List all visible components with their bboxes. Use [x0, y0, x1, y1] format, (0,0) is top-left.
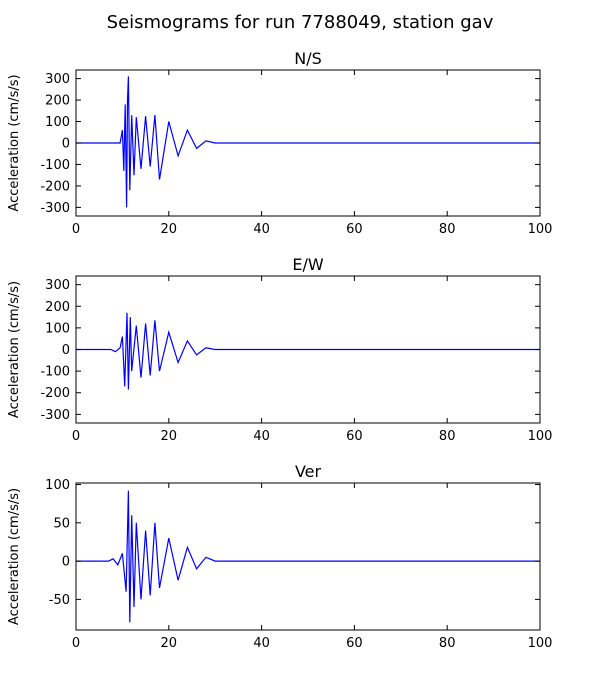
x-tick-label: 60 [346, 222, 363, 237]
x-tick-label: 20 [161, 636, 178, 651]
y-tick-label: 0 [62, 343, 70, 358]
x-tick-label: 80 [439, 222, 456, 237]
axis-title-ns: N/S [294, 49, 322, 68]
x-tick-label: 40 [253, 429, 270, 444]
y-tick-label: 100 [45, 115, 70, 130]
subplot-ns: N/S Acceleration (cm/s/s) 0 20 40 60 80 100 -300… [7, 49, 552, 237]
y-tick-label: 300 [45, 278, 70, 293]
y-axis-label-ew: Acceleration (cm/s/s) [7, 281, 22, 418]
y-tick-label: 0 [62, 555, 70, 570]
x-tick-label: 0 [72, 636, 80, 651]
axes-frame-ew [75, 275, 541, 424]
x-tick-label: 20 [161, 429, 178, 444]
y-tick-label: -50 [49, 593, 70, 608]
axis-title-ew: E/W [292, 255, 324, 274]
subplot-ver: Ver Acceleration (cm/s/s) 0 20 40 60 80 100 -50 0… [7, 462, 552, 651]
y-tick-label: -100 [40, 365, 70, 380]
x-tick-label: 80 [439, 429, 456, 444]
x-tick-label: 0 [72, 429, 80, 444]
y-tick-label: -100 [40, 158, 70, 173]
axes-frame-ver [75, 482, 541, 631]
x-tick-label: 0 [72, 222, 80, 237]
x-tick-label: 60 [346, 429, 363, 444]
series-line-ew [76, 312, 540, 390]
x-tick-label: 40 [253, 222, 270, 237]
y-tick-label: -200 [40, 386, 70, 401]
axes-frame-ns [75, 69, 541, 217]
y-axis-label-ns: Acceleration (cm/s/s) [7, 74, 22, 211]
y-tick-label: 200 [45, 94, 70, 109]
x-tick-label: 60 [346, 636, 363, 651]
y-axis-label-ver: Acceleration (cm/s/s) [7, 488, 22, 625]
y-tick-label: 50 [53, 516, 70, 531]
x-tick-label: 40 [253, 636, 270, 651]
y-tick-label: 300 [45, 72, 70, 87]
x-tick-label: 80 [439, 636, 456, 651]
x-tick-label: 20 [161, 222, 178, 237]
x-tick-label: 100 [528, 636, 553, 651]
y-tick-label: -300 [40, 408, 70, 423]
x-tick-label: 100 [528, 429, 553, 444]
y-tick-label: -200 [40, 179, 70, 194]
y-tick-label: 100 [45, 478, 70, 493]
series-line-ns [76, 76, 540, 208]
y-tick-label: 200 [45, 300, 70, 315]
figure-suptitle: Seismograms for run 7788049, station gav [107, 12, 494, 33]
y-tick-label: -300 [40, 201, 70, 216]
subplot-ew: E/W Acceleration (cm/s/s) 0 20 40 60 80 100 -300… [7, 255, 552, 444]
y-tick-label: 100 [45, 321, 70, 336]
x-tick-label: 100 [528, 222, 553, 237]
axis-title-ver: Ver [295, 462, 322, 481]
series-line-ver [76, 490, 540, 623]
y-tick-label: 0 [62, 137, 70, 152]
